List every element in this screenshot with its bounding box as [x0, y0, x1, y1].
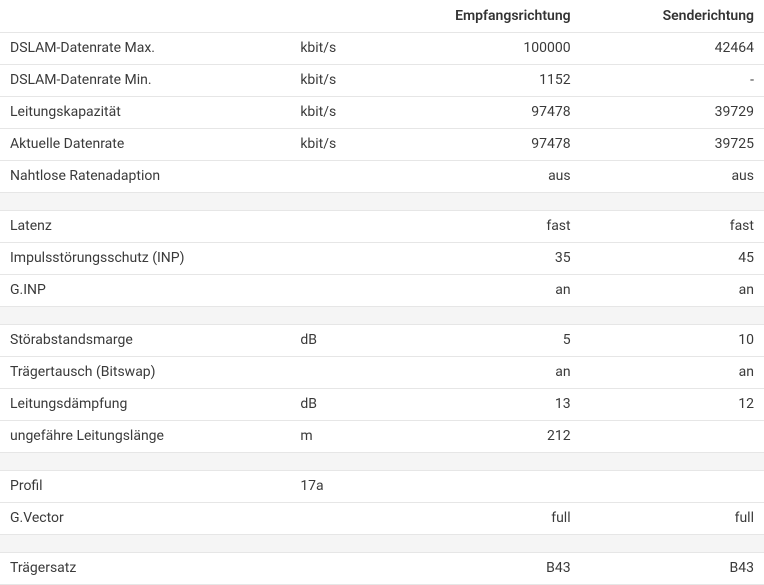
- cell-unit: [290, 502, 397, 534]
- cell-down: aus: [397, 160, 580, 192]
- cell-up: 10: [581, 324, 764, 356]
- cell-unit: dB: [290, 388, 397, 420]
- cell-unit: [290, 552, 397, 584]
- table-row: Impulsstörungsschutz (INP) 3545: [0, 242, 764, 274]
- cell-label: Störabstandsmarge: [0, 324, 290, 356]
- table-spacer-row: [0, 534, 764, 552]
- table-row: Leitungskapazitätkbit/s9747839729: [0, 96, 764, 128]
- cell-label: G.INP: [0, 274, 290, 306]
- table-row: Trägersatz B43B43: [0, 552, 764, 584]
- cell-unit: kbit/s: [290, 128, 397, 160]
- cell-up: full: [581, 502, 764, 534]
- table-row: Latenz fastfast: [0, 210, 764, 242]
- cell-label: Aktuelle Datenrate: [0, 128, 290, 160]
- table-row: G.INP anan: [0, 274, 764, 306]
- table-row: ungefähre Leitungslängem212: [0, 420, 764, 452]
- cell-up: [581, 470, 764, 502]
- cell-down: 97478: [397, 128, 580, 160]
- cell-down: 5: [397, 324, 580, 356]
- cell-unit: [290, 356, 397, 388]
- table-spacer-row: [0, 452, 764, 470]
- cell-down: B43: [397, 552, 580, 584]
- cell-up: 39729: [581, 96, 764, 128]
- table-row: Aktuelle Datenratekbit/s9747839725: [0, 128, 764, 160]
- cell-down: an: [397, 274, 580, 306]
- cell-label: ungefähre Leitungslänge: [0, 420, 290, 452]
- cell-up: 39725: [581, 128, 764, 160]
- cell-up: 45: [581, 242, 764, 274]
- cell-up: fast: [581, 210, 764, 242]
- table-header-row: Empfangsrichtung Senderichtung: [0, 0, 764, 32]
- table-row: G.Vector fullfull: [0, 502, 764, 534]
- cell-down: 100000: [397, 32, 580, 64]
- spacer-cell: [0, 534, 764, 552]
- table-row: DSLAM-Datenrate Min.kbit/s1152-: [0, 64, 764, 96]
- cell-up: 42464: [581, 32, 764, 64]
- table-row: DSLAM-Datenrate Max.kbit/s10000042464: [0, 32, 764, 64]
- cell-unit: 17a: [290, 470, 397, 502]
- cell-up: aus: [581, 160, 764, 192]
- cell-label: DSLAM-Datenrate Min.: [0, 64, 290, 96]
- cell-label: Latenz: [0, 210, 290, 242]
- table-row: LeitungsdämpfungdB1312: [0, 388, 764, 420]
- table-row: Nahtlose Ratenadaption ausaus: [0, 160, 764, 192]
- spacer-cell: [0, 452, 764, 470]
- cell-down: 97478: [397, 96, 580, 128]
- cell-unit: m: [290, 420, 397, 452]
- cell-unit: [290, 160, 397, 192]
- cell-down: 35: [397, 242, 580, 274]
- spacer-cell: [0, 192, 764, 210]
- col-header-up: Senderichtung: [581, 0, 764, 32]
- cell-down: 1152: [397, 64, 580, 96]
- cell-unit: dB: [290, 324, 397, 356]
- table-spacer-row: [0, 306, 764, 324]
- cell-up: B43: [581, 552, 764, 584]
- cell-up: -: [581, 64, 764, 96]
- cell-unit: [290, 274, 397, 306]
- cell-down: [397, 470, 580, 502]
- cell-label: Impulsstörungsschutz (INP): [0, 242, 290, 274]
- cell-down: fast: [397, 210, 580, 242]
- table-row: StörabstandsmargedB510: [0, 324, 764, 356]
- cell-down: an: [397, 356, 580, 388]
- spacer-cell: [0, 306, 764, 324]
- cell-down: 212: [397, 420, 580, 452]
- cell-label: Leitungsdämpfung: [0, 388, 290, 420]
- col-header-unit: [290, 0, 397, 32]
- dsl-stats-table: Empfangsrichtung Senderichtung DSLAM-Dat…: [0, 0, 764, 585]
- cell-label: Trägertausch (Bitswap): [0, 356, 290, 388]
- table-row: Trägertausch (Bitswap) anan: [0, 356, 764, 388]
- cell-unit: [290, 210, 397, 242]
- table-row: Profil17a: [0, 470, 764, 502]
- cell-label: Nahtlose Ratenadaption: [0, 160, 290, 192]
- cell-unit: kbit/s: [290, 32, 397, 64]
- col-header-down: Empfangsrichtung: [397, 0, 580, 32]
- cell-up: an: [581, 356, 764, 388]
- cell-up: 12: [581, 388, 764, 420]
- col-header-label: [0, 0, 290, 32]
- cell-unit: [290, 242, 397, 274]
- cell-down: 13: [397, 388, 580, 420]
- cell-up: an: [581, 274, 764, 306]
- cell-label: Trägersatz: [0, 552, 290, 584]
- cell-label: Leitungskapazität: [0, 96, 290, 128]
- cell-label: G.Vector: [0, 502, 290, 534]
- cell-unit: kbit/s: [290, 96, 397, 128]
- table-spacer-row: [0, 192, 764, 210]
- cell-label: DSLAM-Datenrate Max.: [0, 32, 290, 64]
- cell-down: full: [397, 502, 580, 534]
- cell-unit: kbit/s: [290, 64, 397, 96]
- cell-up: [581, 420, 764, 452]
- cell-label: Profil: [0, 470, 290, 502]
